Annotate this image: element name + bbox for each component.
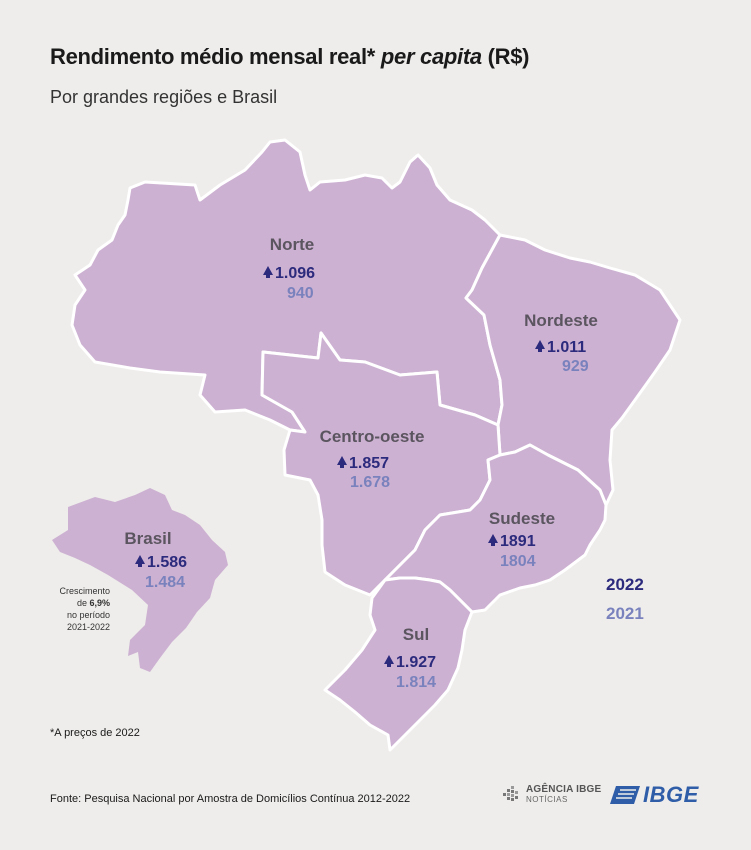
region-sul	[323, 576, 474, 752]
brasil-value-2021: 1.484	[145, 574, 185, 591]
sudeste-name: Sudeste	[489, 509, 555, 528]
up-arrow-icon	[337, 456, 347, 468]
agencia-ibge-text: AGÊNCIA IBGE NOTÍCIAS	[526, 785, 601, 805]
up-arrow-icon	[535, 340, 545, 352]
growth-pct: 6,9%	[89, 598, 110, 608]
brasil-name: Brasil	[124, 529, 171, 548]
legend-2022: 2022	[606, 575, 644, 594]
sul-value-2021: 1.814	[396, 674, 436, 691]
centro-oeste-value-2021: 1.678	[350, 474, 390, 491]
title-prefix: Rendimento médio mensal real*	[50, 44, 381, 69]
footnote: *A preços de 2022	[50, 727, 140, 739]
growth-line-4: 2021-2022	[66, 622, 110, 632]
region-nordeste	[464, 233, 682, 507]
sul-value-2022: 1.927	[396, 654, 436, 671]
page-subtitle: Por grandes regiões e Brasil	[50, 87, 278, 107]
nordeste-name: Nordeste	[524, 311, 598, 330]
agencia-bottom: NOTÍCIAS	[526, 795, 568, 804]
growth-line-3: no período	[66, 610, 110, 620]
brasil-minimap	[52, 488, 228, 672]
up-arrow-icon	[488, 534, 498, 546]
centro-oeste-value-2022: 1.857	[349, 455, 389, 472]
norte-value-2021: 940	[287, 285, 314, 302]
sudeste-value-2022: 1891	[500, 533, 536, 550]
ibge-text: IBGE	[643, 782, 699, 807]
brasil-value-2022: 1.586	[147, 554, 187, 571]
ibge-logo: IBGE	[610, 782, 699, 808]
ibge-flag-icon	[610, 786, 640, 804]
agencia-top: AGÊNCIA IBGE	[526, 784, 602, 795]
up-arrow-icon	[384, 655, 394, 667]
legend-2021: 2021	[606, 604, 644, 623]
sudeste-value-2021: 1804	[500, 553, 536, 570]
up-arrow-icon	[263, 266, 273, 278]
page-title: Rendimento médio mensal real* per capita…	[50, 44, 530, 70]
up-arrow-icon	[135, 555, 145, 567]
brasil-growth-note: Crescimento de 6,9% no período 2021-2022	[40, 585, 110, 633]
norte-name: Norte	[270, 235, 314, 254]
agencia-ibge-logo: AGÊNCIA IBGE NOTÍCIAS	[502, 783, 601, 807]
source-note: Fonte: Pesquisa Nacional por Amostra de …	[50, 793, 411, 805]
nordeste-value-2022: 1.011	[547, 339, 586, 356]
growth-line-2: de 6,9%	[40, 597, 110, 609]
norte-value-2022: 1.096	[275, 265, 315, 282]
title-suffix: (R$)	[481, 44, 530, 69]
title-italic: per capita	[380, 44, 482, 69]
agencia-ibge-icon	[503, 786, 518, 801]
nordeste-value-2021: 929	[562, 358, 589, 375]
region-sudeste	[383, 443, 608, 614]
sul-name: Sul	[403, 625, 429, 644]
growth-prefix: de	[76, 598, 90, 608]
growth-line-1: Crescimento	[59, 586, 110, 596]
centro-oeste-name: Centro-oeste	[320, 427, 425, 446]
